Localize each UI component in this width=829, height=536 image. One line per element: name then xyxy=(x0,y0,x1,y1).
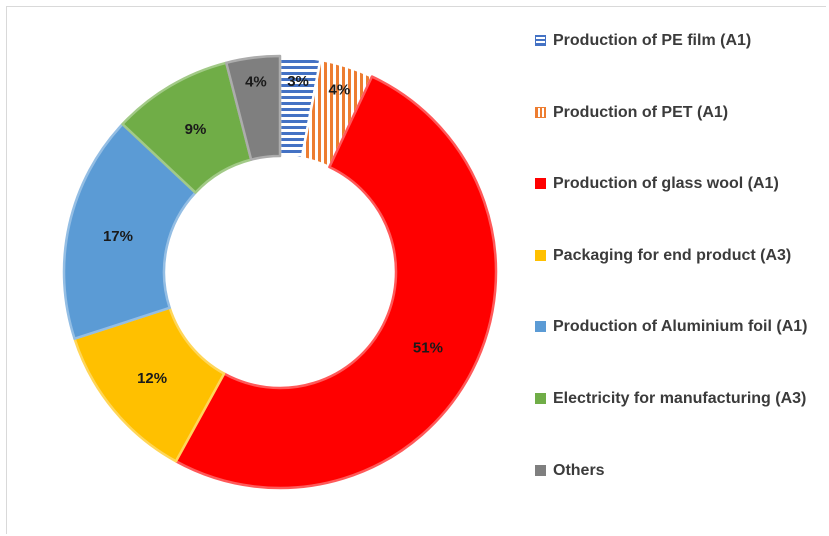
chart-frame xyxy=(6,6,826,534)
legend-swatch xyxy=(535,393,546,404)
slice-labels-group: 3% 4% 51% 12% 17% 9% 4% xyxy=(103,73,443,387)
data-label-production-of-glass-wool-a1: 51% xyxy=(413,339,443,356)
legend-item-production-of-glass-wool-a1: Production of glass wool (A1) xyxy=(535,173,825,195)
legend-item-packaging-for-end-product-a3: Packaging for end product (A3) xyxy=(535,245,825,267)
legend-swatch xyxy=(535,250,546,261)
legend-label: Production of PE film (A1) xyxy=(553,32,752,49)
data-label-production-of-aluminium-foil-a1: 17% xyxy=(103,228,133,245)
legend-swatch xyxy=(535,465,546,476)
legend-swatch xyxy=(535,107,546,118)
data-label-production-of-pet-a1: 4% xyxy=(328,81,350,98)
slice-production-of-glass-wool-a1 xyxy=(174,75,498,490)
legend-item-electricity-for-manufacturing-a3: Electricity for manufacturing (A3) xyxy=(535,388,825,410)
data-label-production-of-pe-film-a1: 3% xyxy=(287,73,309,90)
legend-item-production-of-pet-a1: Production of PET (A1) xyxy=(535,102,825,124)
legend-swatch xyxy=(535,178,546,189)
legend-label: Electricity for manufacturing (A3) xyxy=(553,390,807,407)
slice-production-of-aluminium-foil-a1 xyxy=(62,122,197,340)
legend-label: Packaging for end product (A3) xyxy=(553,247,792,264)
data-label-others: 4% xyxy=(245,74,267,91)
legend-label: Production of PET (A1) xyxy=(553,104,729,121)
legend-item-others: Others xyxy=(535,460,825,482)
legend-swatch xyxy=(535,35,546,46)
slice-others xyxy=(225,54,282,161)
legend-item-production-of-aluminium-foil-a1: Production of Aluminium foil (A1) xyxy=(535,316,825,338)
data-label-electricity-for-manufacturing-a3: 9% xyxy=(185,121,207,138)
legend-item-production-of-pe-film-a1: Production of PE film (A1) xyxy=(535,30,825,52)
data-label-packaging-for-end-product-a3: 12% xyxy=(137,370,167,387)
legend-label: Production of glass wool (A1) xyxy=(553,175,779,192)
slices-group xyxy=(62,54,498,490)
legend-label: Others xyxy=(553,462,605,479)
legend-swatch xyxy=(535,321,546,332)
legend-label: Production of Aluminium foil (A1) xyxy=(553,318,808,335)
